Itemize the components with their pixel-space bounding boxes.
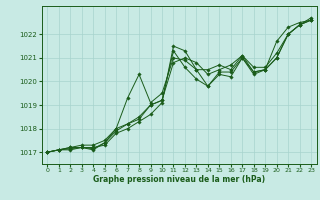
- X-axis label: Graphe pression niveau de la mer (hPa): Graphe pression niveau de la mer (hPa): [93, 175, 265, 184]
